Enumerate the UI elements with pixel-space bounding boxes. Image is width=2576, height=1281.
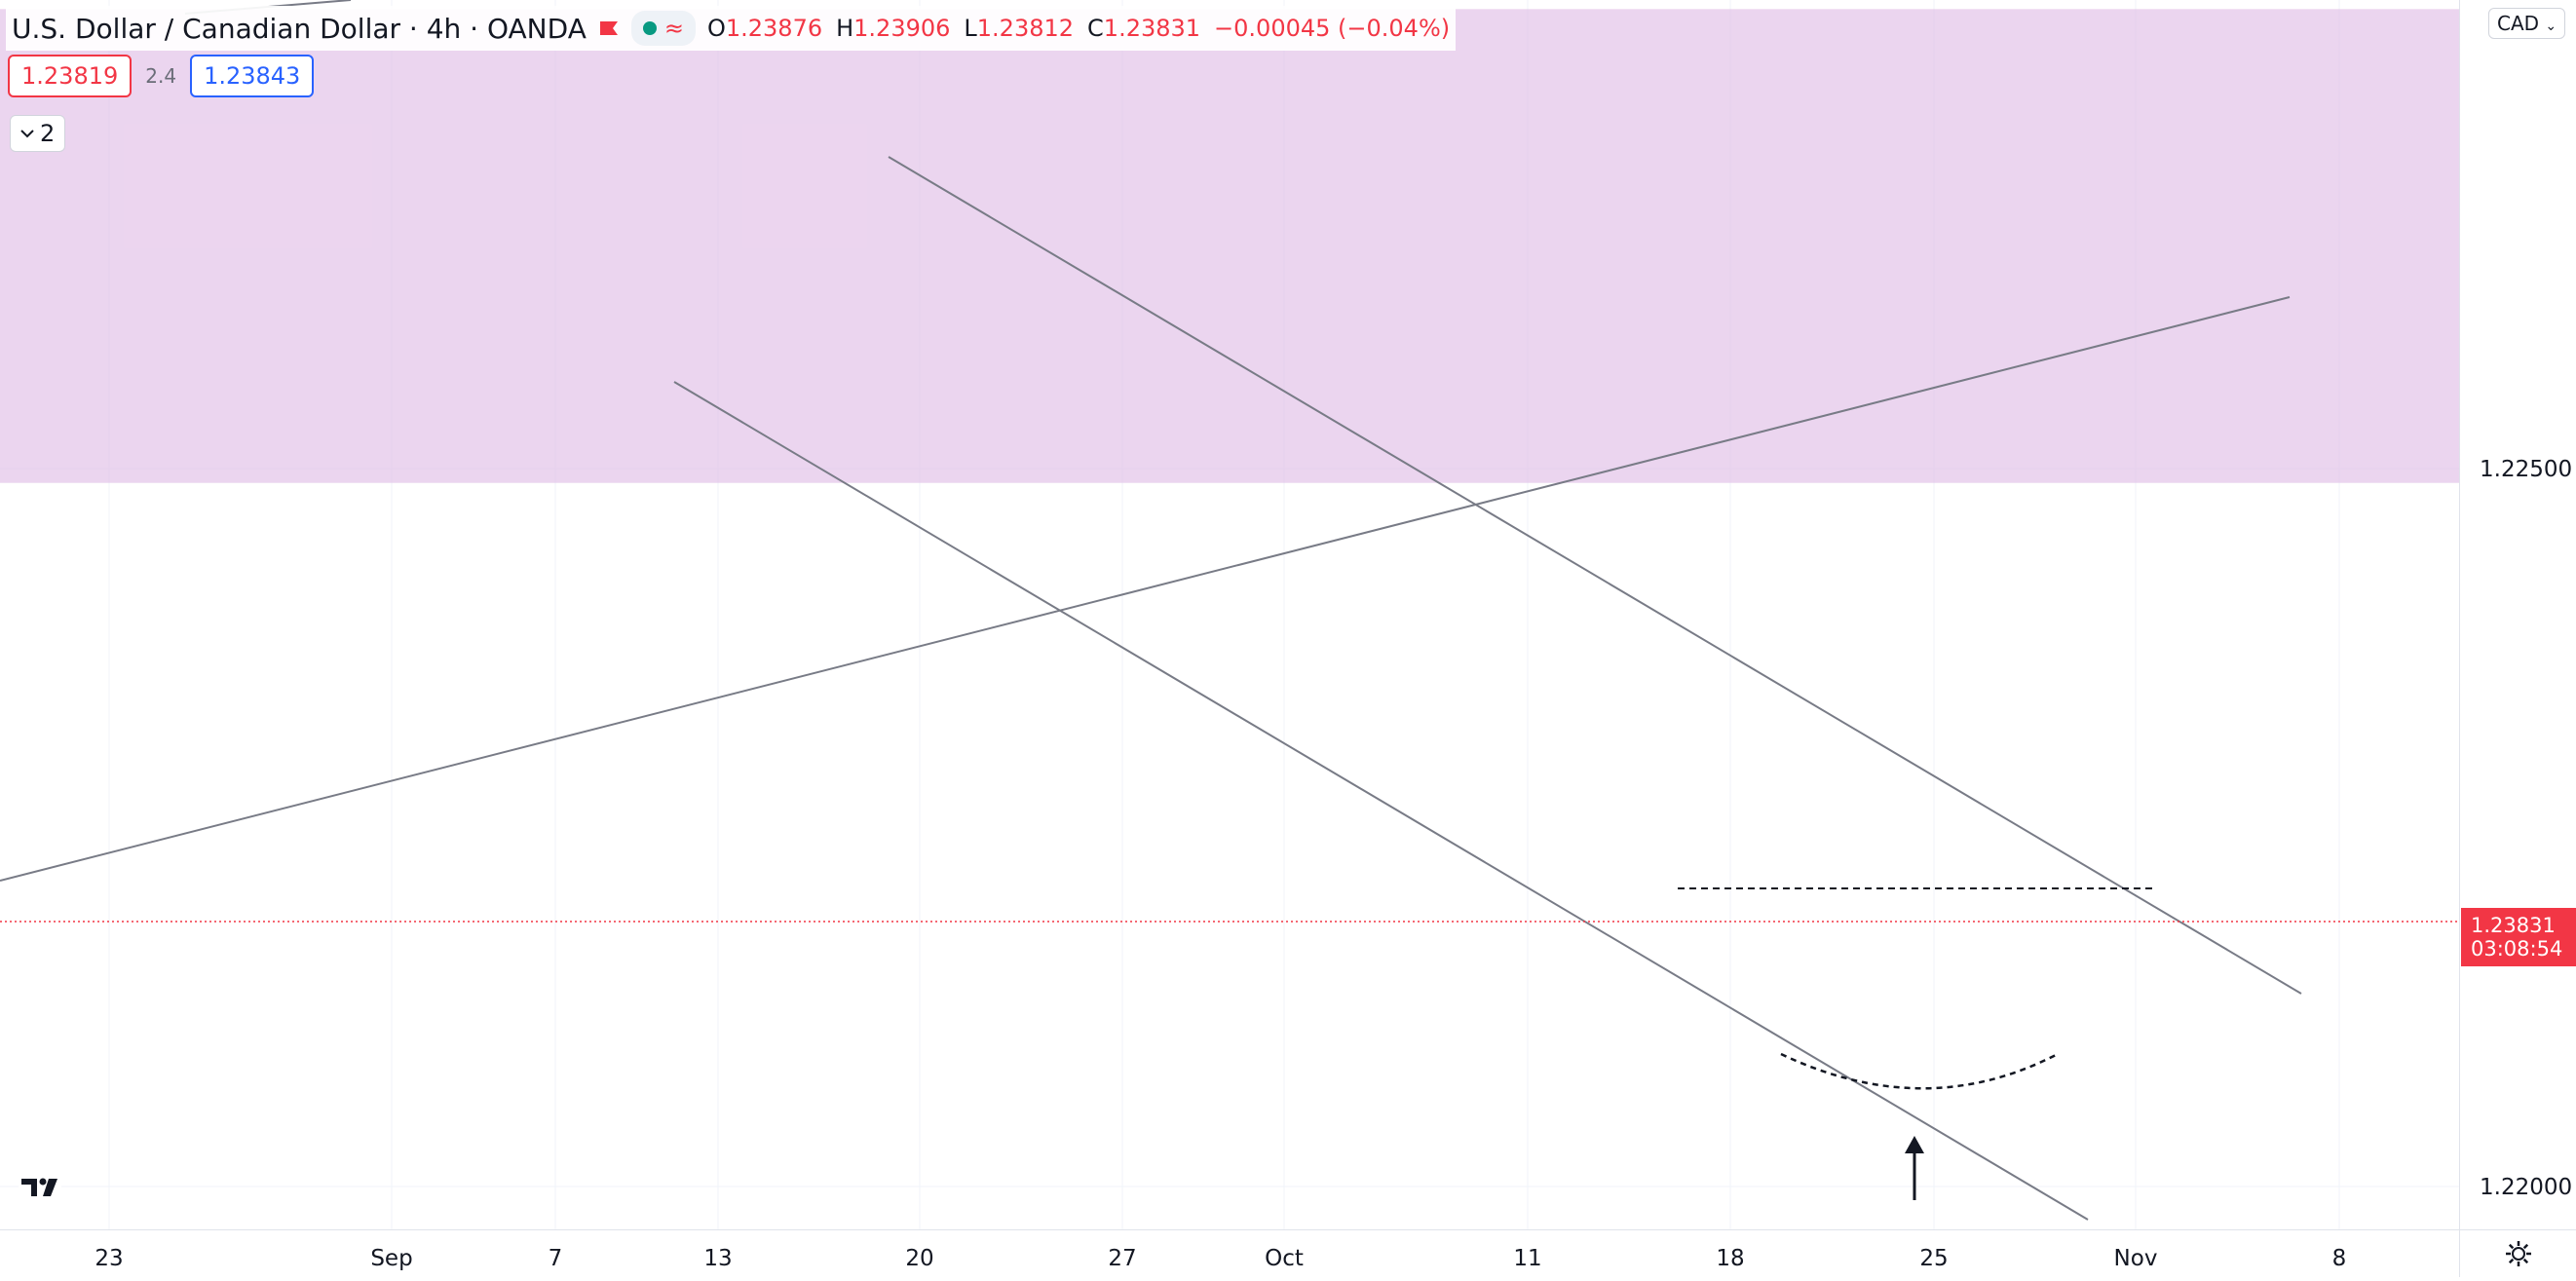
price-axis[interactable]: 1.220001.225001.230001.235001.240001.245… (2459, 0, 2576, 1229)
currency-label: CAD (2497, 12, 2540, 35)
chevron-down-icon (20, 130, 34, 138)
zone-rect[interactable] (0, 9, 2459, 483)
support-resistance-zones (0, 9, 2459, 483)
last-price-value: 1.23831 (2471, 914, 2556, 937)
open-value: 1.23876 (725, 15, 823, 42)
chevron-down-icon: ⌄ (2545, 19, 2557, 34)
indicator-pill[interactable]: ≈ (630, 11, 696, 46)
close-value: 1.23831 (1103, 15, 1201, 42)
time-tick-label: 8 (2332, 1246, 2347, 1271)
trade-buttons: 1.23819 2.4 1.23843 (8, 55, 315, 97)
sell-button[interactable]: 1.23819 (8, 55, 133, 97)
tradingview-logo-icon[interactable] (12, 1165, 68, 1208)
time-axis-labels: 23 Sep 7 13 20 27 Oct 11 18 25 Nov 8 (95, 1246, 2347, 1271)
channel-upper-line[interactable] (888, 156, 2302, 995)
low-label: L (964, 15, 977, 42)
dot-icon (642, 21, 657, 35)
time-tick-label: Oct (1265, 1246, 1304, 1271)
time-tick-label: Sep (370, 1246, 412, 1271)
time-tick-label: 7 (549, 1246, 563, 1271)
close-label: C (1087, 15, 1104, 42)
wave-icon: ≈ (663, 15, 684, 42)
chart-legend: U.S. Dollar / Canadian Dollar · 4h · OAN… (6, 6, 1457, 51)
time-tick-label: Nov (2114, 1246, 2158, 1271)
indicator-count: 2 (40, 120, 56, 147)
rising-trendline[interactable] (0, 296, 2291, 882)
ohlc-values: O1.23876 H1.23906 L1.23812 C1.23831 −0.0… (707, 15, 1450, 42)
price-axis-labels: 1.220001.225001.230001.235001.240001.245… (2480, 457, 2572, 1200)
time-tick-label: 20 (905, 1246, 933, 1271)
buy-button[interactable]: 1.23843 (190, 55, 315, 97)
high-label: H (836, 15, 854, 42)
currency-select[interactable]: CAD ⌄ (2488, 8, 2566, 39)
flag-icon[interactable] (598, 19, 620, 37)
collapse-indicators-button[interactable]: 2 (10, 115, 66, 152)
time-tick-label: 11 (1513, 1246, 1541, 1271)
change-value: −0.00045 (−0.04%) (1214, 15, 1451, 42)
price-tick-label: 1.22000 (2480, 1175, 2572, 1200)
spread-value: 2.4 (145, 64, 177, 88)
last-price-tag: 1.23831 03:08:54 (2461, 908, 2576, 966)
price-chart[interactable] (0, 0, 2459, 1229)
symbol-title[interactable]: U.S. Dollar / Canadian Dollar · 4h · OAN… (12, 12, 587, 45)
rounded-bottom-arc[interactable] (1780, 1052, 2057, 1090)
price-tick-label: 1.22500 (2480, 457, 2572, 482)
low-value: 1.23812 (976, 15, 1075, 42)
high-value: 1.23906 (853, 15, 951, 42)
up-arrow-icon[interactable] (1905, 1136, 1924, 1200)
channel-lower-line[interactable] (673, 381, 2089, 1221)
time-tick-label: 23 (95, 1246, 123, 1271)
gear-icon[interactable] (2504, 1239, 2533, 1268)
axis-corner (2459, 1229, 2576, 1277)
time-tick-label: 13 (703, 1246, 732, 1271)
time-tick-label: 27 (1108, 1246, 1136, 1271)
open-label: O (706, 15, 726, 42)
time-tick-label: 25 (1919, 1246, 1948, 1271)
time-tick-label: 18 (1716, 1246, 1744, 1271)
time-axis[interactable]: 23 Sep 7 13 20 27 Oct 11 18 25 Nov 8 (0, 1229, 2459, 1277)
bar-countdown: 03:08:54 (2471, 937, 2563, 961)
